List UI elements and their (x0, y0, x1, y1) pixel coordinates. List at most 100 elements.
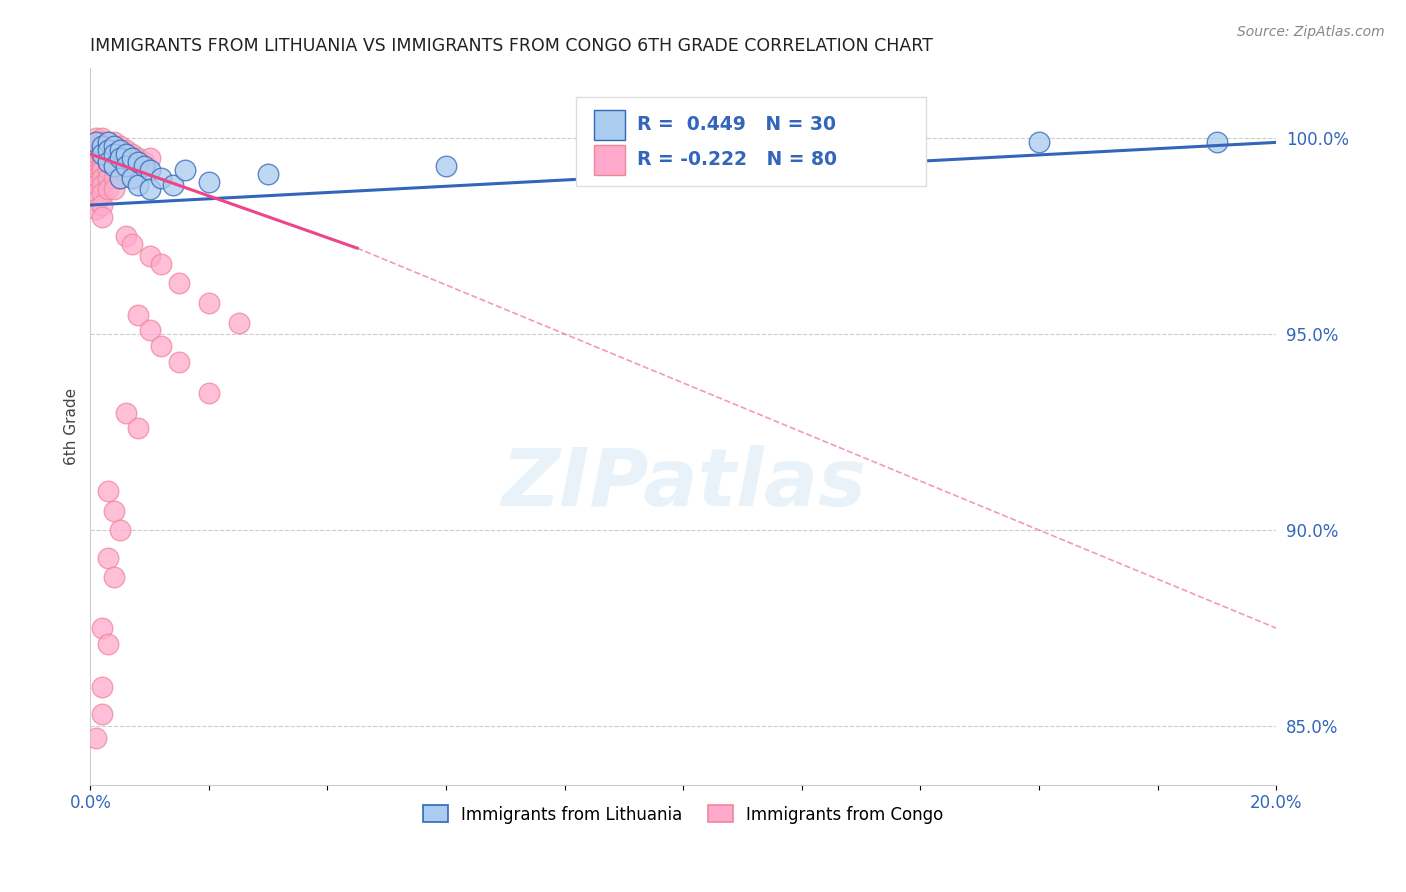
Text: ZIPatlas: ZIPatlas (501, 445, 866, 523)
Point (103, 170, 125, 185)
Point (97, 155, 120, 169)
Point (228, 316, 250, 330)
FancyBboxPatch shape (595, 145, 626, 175)
Point (108, 159, 131, 173)
Point (97, 143, 120, 157)
Point (91, 139, 114, 153)
Point (91, 680, 114, 694)
Point (127, 155, 149, 169)
Point (84, 131, 107, 145)
Point (97, 139, 120, 153)
Point (108, 143, 131, 157)
Point (91, 170, 114, 185)
Point (84, 151, 107, 165)
Point (138, 249, 160, 263)
Point (91, 621, 114, 635)
Point (84, 175, 107, 189)
Point (97, 136, 120, 150)
Point (121, 151, 143, 165)
Point (91, 131, 114, 145)
Point (108, 151, 131, 165)
Point (84, 143, 107, 157)
Point (115, 155, 138, 169)
Point (103, 159, 125, 173)
Point (97, 155, 120, 169)
Point (132, 159, 155, 173)
Point (198, 386, 221, 401)
Point (97, 147, 120, 161)
Text: IMMIGRANTS FROM LITHUANIA VS IMMIGRANTS FROM CONGO 6TH GRADE CORRELATION CHART: IMMIGRANTS FROM LITHUANIA VS IMMIGRANTS … (90, 37, 934, 55)
Text: Source: ZipAtlas.com: Source: ZipAtlas.com (1237, 25, 1385, 39)
FancyBboxPatch shape (576, 96, 927, 186)
Point (91, 147, 114, 161)
Point (91, 151, 114, 165)
Point (84, 162, 107, 177)
Point (115, 229, 138, 244)
Text: R = -0.222   N = 80: R = -0.222 N = 80 (637, 150, 837, 169)
Point (97, 637, 120, 651)
Point (103, 151, 125, 165)
Point (150, 339, 173, 353)
Point (91, 143, 114, 157)
Point (84, 155, 107, 169)
Point (91, 147, 114, 161)
Point (1205, 136, 1227, 150)
Point (97, 550, 120, 565)
Point (115, 143, 138, 157)
Point (127, 421, 149, 435)
Point (84, 186, 107, 201)
Point (103, 147, 125, 161)
Point (127, 308, 149, 322)
Point (198, 296, 221, 310)
Point (84, 170, 107, 185)
Point (97, 182, 120, 196)
Point (103, 139, 125, 153)
Point (108, 147, 131, 161)
Point (91, 178, 114, 193)
Point (84, 731, 107, 745)
Point (84, 136, 107, 150)
Text: R =  0.449   N = 30: R = 0.449 N = 30 (637, 115, 837, 135)
Point (108, 170, 131, 185)
Point (84, 147, 107, 161)
Point (167, 277, 190, 291)
Point (121, 237, 143, 252)
Point (91, 162, 114, 177)
Point (103, 143, 125, 157)
Point (257, 167, 280, 181)
Point (115, 147, 138, 161)
Point (167, 355, 190, 369)
Point (103, 182, 125, 196)
Point (91, 707, 114, 722)
Point (108, 170, 131, 185)
Point (150, 170, 173, 185)
Point (91, 155, 114, 169)
Point (162, 178, 184, 193)
Point (115, 406, 138, 420)
Point (108, 139, 131, 153)
Point (150, 257, 173, 271)
Point (97, 170, 120, 185)
Point (132, 155, 155, 169)
Point (91, 210, 114, 224)
Point (127, 151, 149, 165)
Point (91, 159, 114, 173)
Point (103, 136, 125, 150)
Point (84, 136, 107, 150)
Point (108, 523, 131, 537)
Point (97, 162, 120, 177)
Point (84, 178, 107, 193)
Point (138, 151, 160, 165)
Y-axis label: 6th Grade: 6th Grade (65, 388, 79, 465)
Point (84, 167, 107, 181)
Point (138, 182, 160, 196)
Point (103, 159, 125, 173)
Point (97, 483, 120, 498)
Point (849, 143, 872, 157)
Point (91, 139, 114, 153)
Point (174, 162, 197, 177)
Point (127, 178, 149, 193)
Point (121, 159, 143, 173)
Point (103, 503, 125, 517)
Point (138, 323, 160, 337)
